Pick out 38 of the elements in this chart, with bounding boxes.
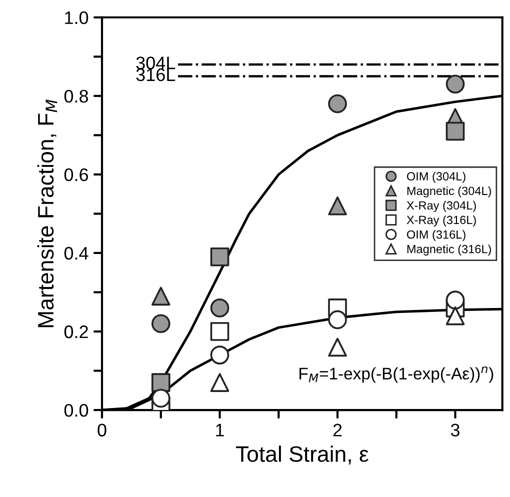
- y-tick-label: 0.6: [64, 168, 88, 182]
- point: [328, 196, 347, 216]
- x-tick-label: 0: [98, 424, 106, 436]
- ref-line-label: 316L: [136, 68, 176, 82]
- y-tick-label: 0.8: [64, 90, 88, 103]
- point: [151, 373, 170, 392]
- legend-label: OIM (316L): [406, 230, 466, 242]
- point: [210, 247, 230, 266]
- point: [151, 286, 170, 306]
- text: 1.0: [65, 11, 88, 24]
- point: [210, 373, 230, 392]
- text: 0.0: [64, 404, 88, 417]
- legend-label: X-Ray (316L): [406, 215, 476, 226]
- point: [151, 388, 170, 408]
- point: [210, 346, 230, 364]
- point: [328, 94, 347, 114]
- point: [210, 322, 230, 341]
- point: [210, 298, 230, 318]
- point: [446, 122, 465, 141]
- ref-line-label: 304L: [136, 56, 176, 70]
- point: [446, 290, 465, 310]
- legend-label: Magnetic (304L): [407, 186, 491, 198]
- x-tick-label: 1: [216, 424, 224, 436]
- point: [446, 306, 465, 326]
- annotation: F$_{M}$=1-exp(-B(1-exp(-Aε))$^{n}$): [300, 366, 494, 383]
- point: [446, 74, 465, 94]
- y-tick-label: 0.2: [64, 325, 88, 338]
- y-axis-title: Martensite Fraction, F$_{M}$: [37, 100, 58, 328]
- y-tick-label: 0.4: [64, 246, 88, 260]
- legend-label: Magnetic (316L): [407, 244, 491, 256]
- x-tick-label: 2: [333, 424, 342, 436]
- legend-label: OIM (304L): [406, 172, 466, 183]
- x-axis-title: Total Strain, ε: [236, 446, 368, 465]
- point: [151, 314, 170, 334]
- legend-label: X-Ray (304L): [406, 200, 476, 212]
- x-tick-label: 3: [450, 424, 460, 436]
- point: [328, 338, 347, 357]
- point: [328, 310, 347, 330]
